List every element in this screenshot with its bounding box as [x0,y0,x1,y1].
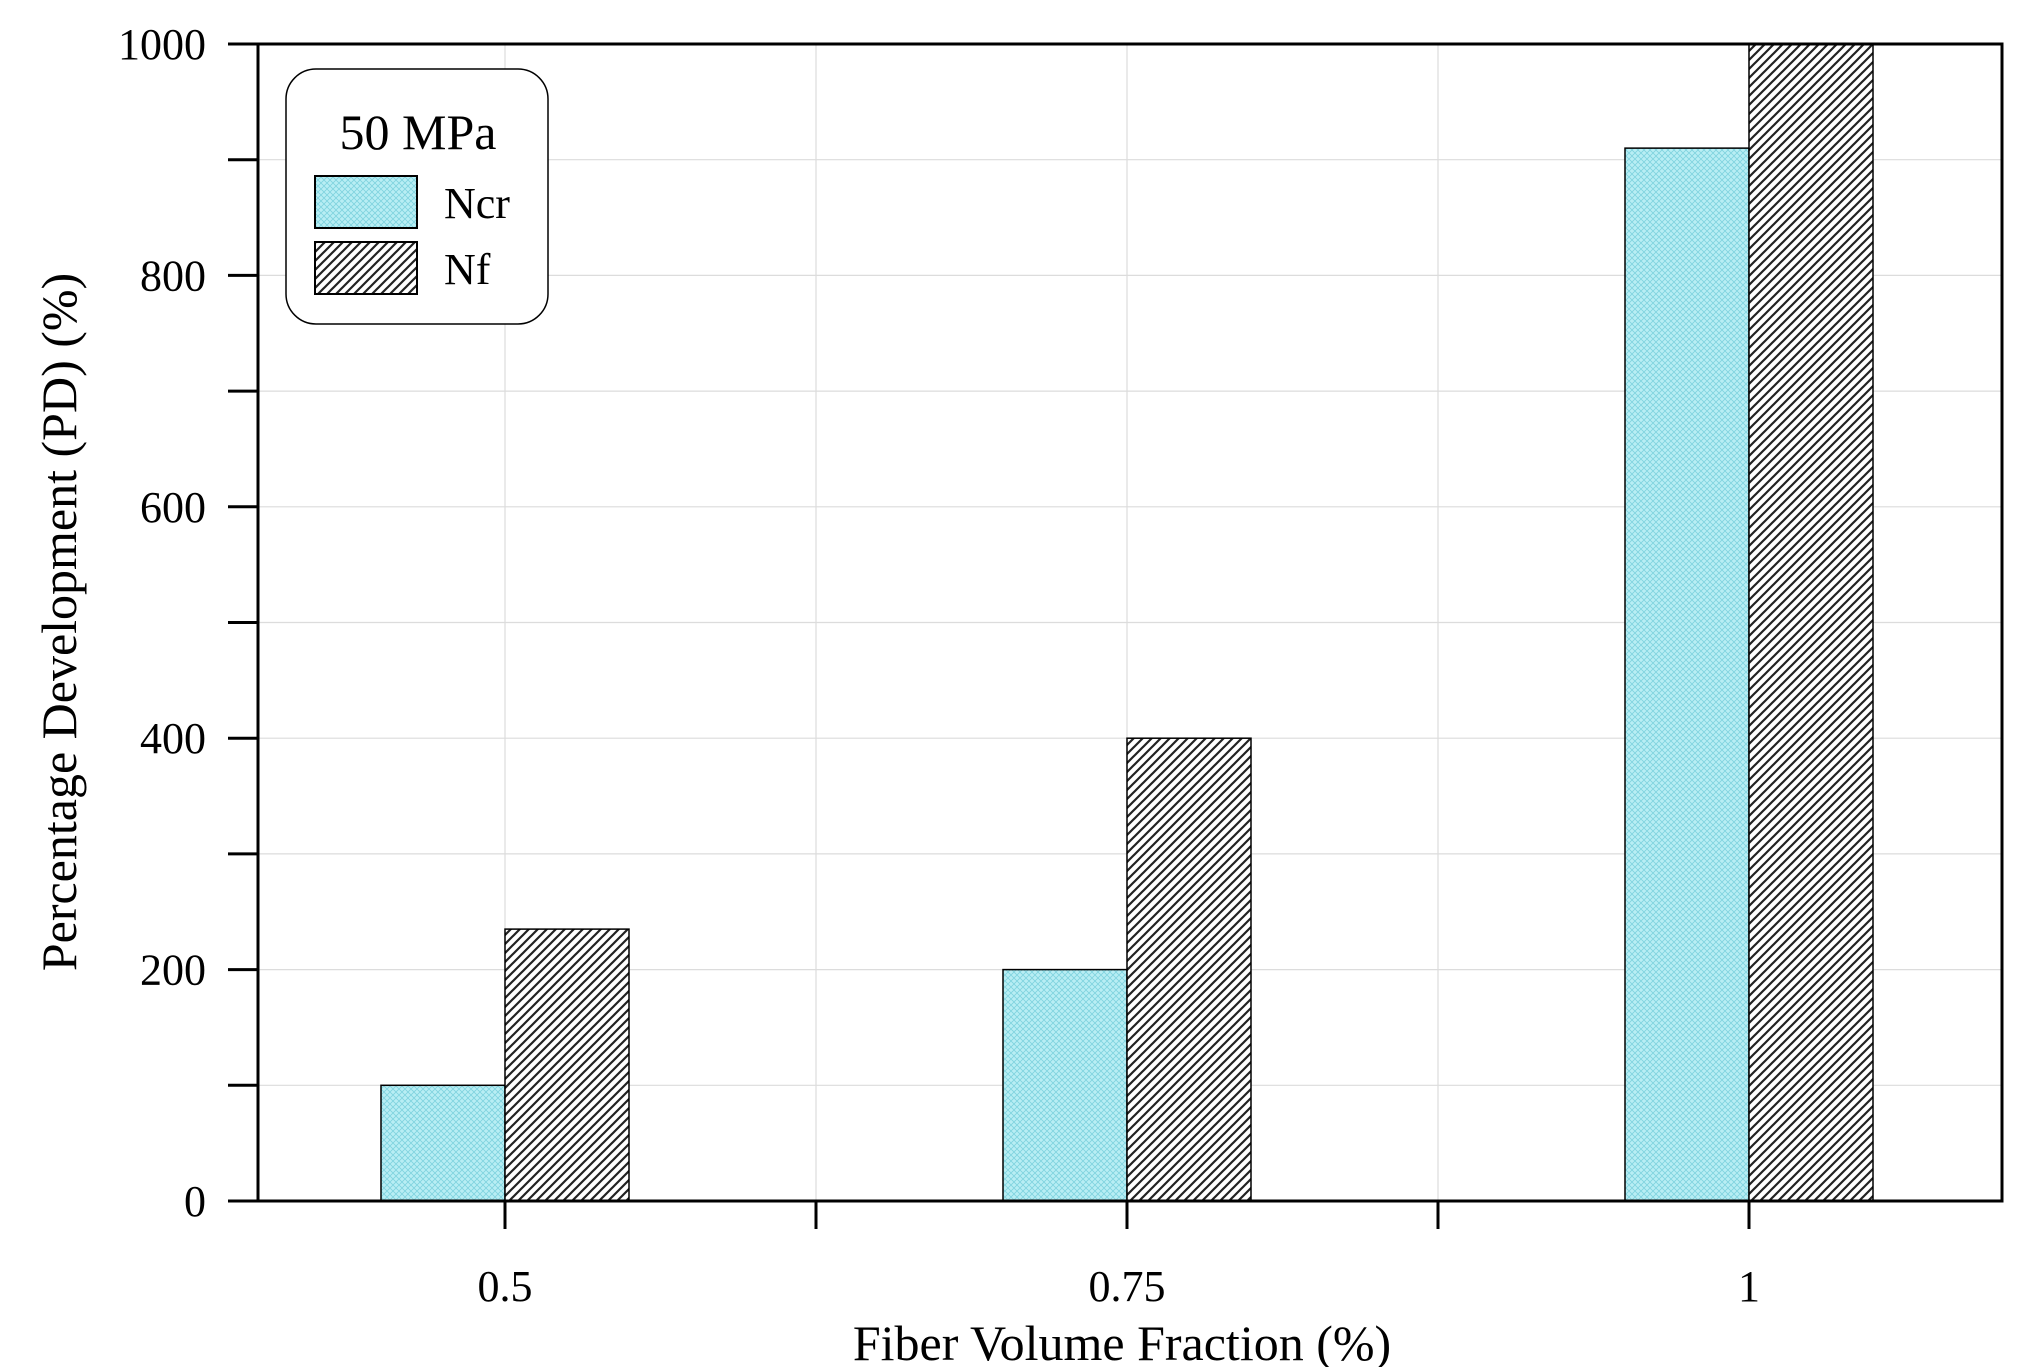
y-tick-label: 1000 [118,20,206,69]
axes [228,42,2004,1229]
y-tick-label: 800 [140,251,206,300]
y-axis-title: Percentage Development (PD) (%) [31,273,87,971]
bar-ncr-1 [1624,147,1750,1202]
tick-labels: 0 200 400 600 800 1000 0.5 0.75 1 [118,20,1760,1311]
bars [380,43,1874,1202]
legend-swatch-nf [314,241,418,295]
legend-label-ncr: Ncr [444,179,510,228]
legend-label-nf: Nf [444,245,491,294]
y-tick-label: 0 [184,1177,206,1226]
bar-ncr-0.5 [380,1084,506,1202]
x-axis-title: Fiber Volume Fraction (%) [853,1315,1391,1367]
y-tick-label: 200 [140,946,206,995]
x-tick-label: 1 [1738,1262,1760,1311]
legend-title: 50 MPa [340,104,497,160]
bar-nf-0.75 [1126,737,1252,1202]
legend: 50 MPa Ncr Nf [285,68,549,325]
legend-swatch-ncr [314,175,418,229]
y-tick-label: 600 [140,483,206,532]
bar-nf-0.5 [504,928,630,1202]
bar-nf-1 [1748,43,1874,1202]
x-tick-label: 0.5 [478,1262,533,1311]
y-tick-label: 400 [140,714,206,763]
bar-ncr-0.75 [1002,968,1128,1202]
x-tick-label: 0.75 [1089,1262,1166,1311]
